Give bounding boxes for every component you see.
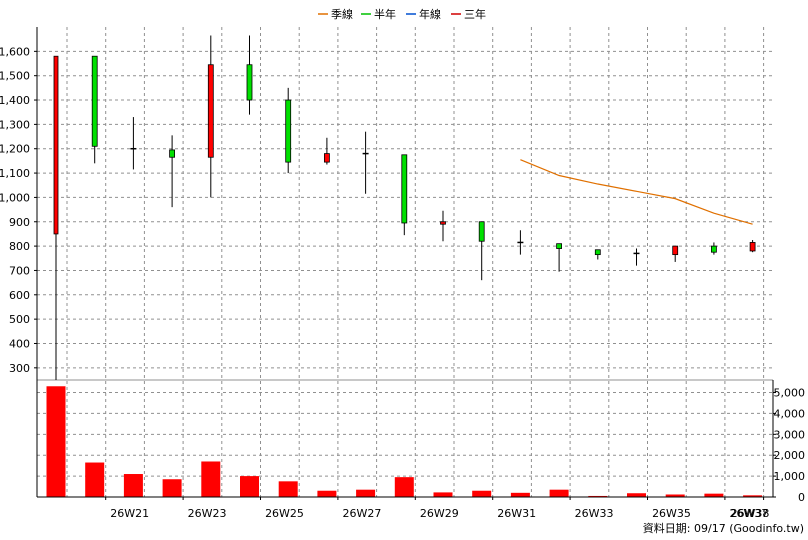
legend-label: 半年 [374, 7, 396, 21]
candle-body [594, 249, 601, 256]
candle-body [711, 245, 717, 253]
x-tick-label: 26W38 [731, 507, 770, 520]
price-axis: 300 400 500 600 700 800 900 1,000 1,100 1,200 1,30… [0, 45, 37, 375]
volume-axis: 0 1,000 2,000 3,000 4,000 5,000 [773, 387, 805, 504]
volume-bar [433, 492, 453, 497]
volume-bar [472, 490, 492, 497]
x-tick-label: 26W21 [110, 507, 149, 520]
price-tick-label: 1,200 [0, 143, 30, 156]
price-tick-label: 1,300 [0, 118, 30, 131]
volume-bar [317, 490, 337, 497]
volume-bar [201, 461, 221, 497]
candle-body [672, 245, 679, 256]
candle-body [91, 55, 98, 147]
price-tick-label: 1,000 [0, 191, 30, 204]
candle-body [246, 64, 253, 101]
price-tick-label: 1,100 [0, 167, 30, 180]
legend: 季線 半年 年線 三年 [318, 7, 486, 21]
x-tick-label: 26W33 [575, 507, 614, 520]
x-tick-label: 26W23 [188, 507, 227, 520]
volume-bar [85, 462, 105, 497]
volume-bar [510, 492, 530, 497]
volume-bar [394, 477, 414, 497]
price-tick-label: 700 [9, 264, 30, 277]
candle-body [556, 243, 562, 249]
legend-label: 年線 [419, 7, 441, 21]
x-axis: 26W21 26W23 26W25 26W27 26W29 26W31 26W33 26W35… [105, 497, 770, 520]
volume-bar [704, 493, 724, 497]
volume-bars [46, 386, 763, 497]
price-tick-label: 1,400 [0, 94, 30, 107]
season-ma-line [520, 159, 753, 225]
candle-body [478, 221, 485, 242]
volume-bar [549, 489, 569, 497]
volume-bar [240, 476, 259, 497]
volume-bar [665, 494, 685, 497]
plot-frame [36, 27, 774, 498]
candle-body [285, 99, 292, 163]
volume-tick-label: 5,000 [774, 387, 806, 400]
volume-bar [627, 493, 646, 497]
x-tick-label: 26W29 [420, 507, 459, 520]
candle-body [440, 221, 446, 225]
price-tick-label: 300 [9, 362, 30, 375]
price-tick-label: 1,500 [0, 70, 30, 83]
volume-bar [743, 495, 763, 497]
candlesticks [53, 35, 756, 380]
volume-bar [123, 474, 143, 497]
candle-body [53, 55, 59, 235]
price-tick-label: 800 [9, 240, 30, 253]
price-tick-label: 900 [9, 216, 30, 229]
candle-body [323, 153, 330, 163]
data-date-footer: 資料日期: 09/17 (Goodinfo.tw) [643, 521, 804, 535]
candle-body [401, 154, 408, 224]
volume-bar [46, 386, 66, 497]
volume-tick-label: 1,000 [774, 470, 806, 483]
moving-average-lines [520, 159, 753, 225]
price-tick-label: 1,600 [0, 45, 30, 58]
candle-body [169, 149, 176, 158]
volume-tick-label: 4,000 [774, 407, 806, 420]
legend-label: 季線 [331, 7, 353, 21]
x-tick-label: 26W35 [652, 507, 691, 520]
price-tick-label: 400 [9, 337, 30, 350]
volume-bar [278, 481, 298, 497]
candle-body [749, 242, 756, 252]
price-tick-label: 500 [9, 313, 30, 326]
legend-label: 三年 [464, 7, 486, 21]
x-tick-label: 26W27 [342, 507, 381, 520]
x-tick-label: 26W31 [497, 507, 536, 520]
volume-bar [356, 489, 376, 497]
grid [37, 27, 773, 497]
x-tick-label: 26W37 [729, 507, 768, 520]
x-tick-label: 26W25 [265, 507, 304, 520]
volume-tick-label: 0 [798, 491, 805, 504]
volume-bar [162, 479, 182, 497]
volume-bar [588, 495, 608, 497]
volume-tick-label: 3,000 [774, 428, 806, 441]
volume-tick-label: 2,000 [774, 449, 806, 462]
candle-body [207, 64, 214, 158]
price-tick-label: 600 [9, 289, 30, 302]
